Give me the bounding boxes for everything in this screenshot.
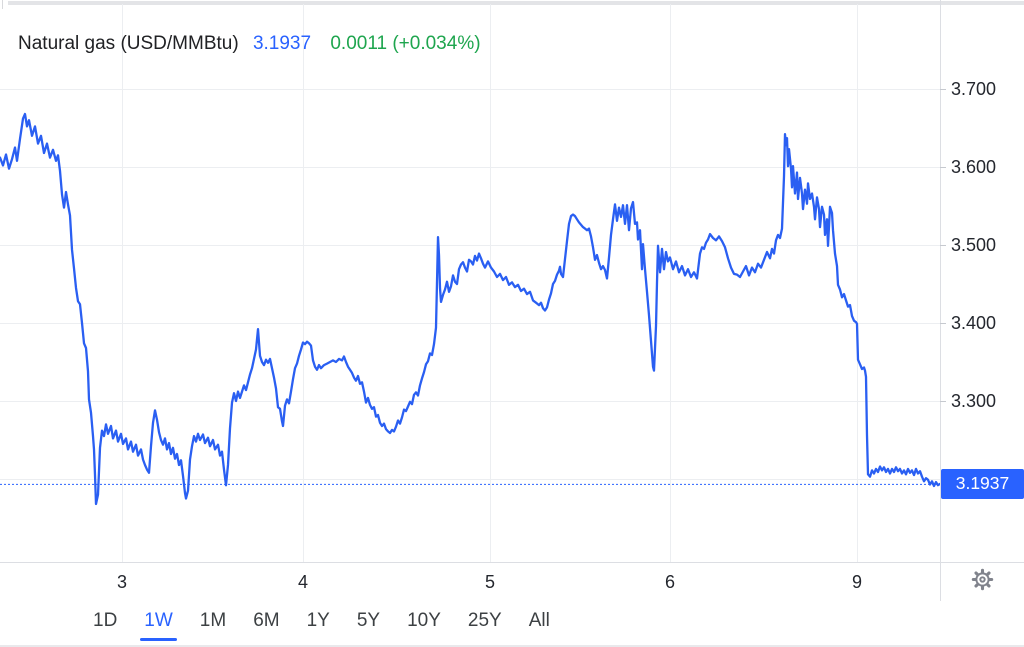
- y-axis-label: 3.700: [951, 79, 997, 99]
- price-change-pct: (+0.034%): [392, 33, 481, 54]
- x-axis-label: 6: [664, 572, 675, 592]
- left-edge-sliver: [2, 0, 3, 9]
- settings-button[interactable]: [971, 568, 994, 591]
- y-axis-label: 3.600: [951, 157, 997, 177]
- symbol-title: Natural gas (USD/MMBtu): [18, 33, 239, 54]
- price-change-abs: 0.0011: [330, 33, 388, 54]
- range-button-all[interactable]: All: [528, 610, 550, 631]
- y-axis-label: 3.300: [951, 391, 997, 411]
- y-axis-tick: [940, 245, 946, 246]
- x-axis-label: 5: [484, 572, 495, 592]
- y-axis-label: 3.500: [951, 235, 997, 255]
- price-axis-divider: [940, 0, 941, 601]
- range-button-10y[interactable]: 10Y: [407, 610, 441, 631]
- x-axis-line: [0, 562, 1024, 563]
- bottom-border: [0, 645, 1024, 647]
- range-button-6m[interactable]: 6M: [253, 610, 280, 631]
- gear-icon: [971, 568, 994, 595]
- range-button-1y[interactable]: 1Y: [306, 610, 330, 631]
- y-axis-label: 3.400: [951, 313, 997, 333]
- range-button-25y[interactable]: 25Y: [467, 610, 502, 631]
- price-change: 0.0011 (+0.034%): [330, 33, 480, 54]
- y-axis-tick: [940, 167, 946, 168]
- y-axis-tick: [940, 323, 946, 324]
- range-button-5y[interactable]: 5Y: [356, 610, 381, 631]
- y-axis-tick: [940, 401, 946, 402]
- current-price-badge: 3.1937: [941, 468, 1024, 499]
- chart-legend: Natural gas (USD/MMBtu) 3.1937 0.0011 (+…: [18, 31, 481, 57]
- range-button-1d[interactable]: 1D: [93, 610, 118, 631]
- last-price-value: 3.1937: [252, 33, 312, 54]
- range-button-1w[interactable]: 1W: [140, 609, 177, 641]
- top-decoration-strip: [8, 1, 1024, 5]
- x-axis-label: 9: [851, 572, 862, 592]
- x-axis-label: 4: [297, 572, 308, 592]
- y-axis-tick: [940, 89, 946, 90]
- active-range-underline: [140, 638, 177, 641]
- x-axis-label: 3: [116, 572, 127, 592]
- price-line-series: [0, 112, 940, 506]
- range-button-1m[interactable]: 1M: [199, 610, 227, 631]
- chart-canvas[interactable]: [0, 0, 940, 562]
- range-selector: 1D 1W 1M 6M 1Y 5Y 10Y 25Y All: [93, 609, 550, 641]
